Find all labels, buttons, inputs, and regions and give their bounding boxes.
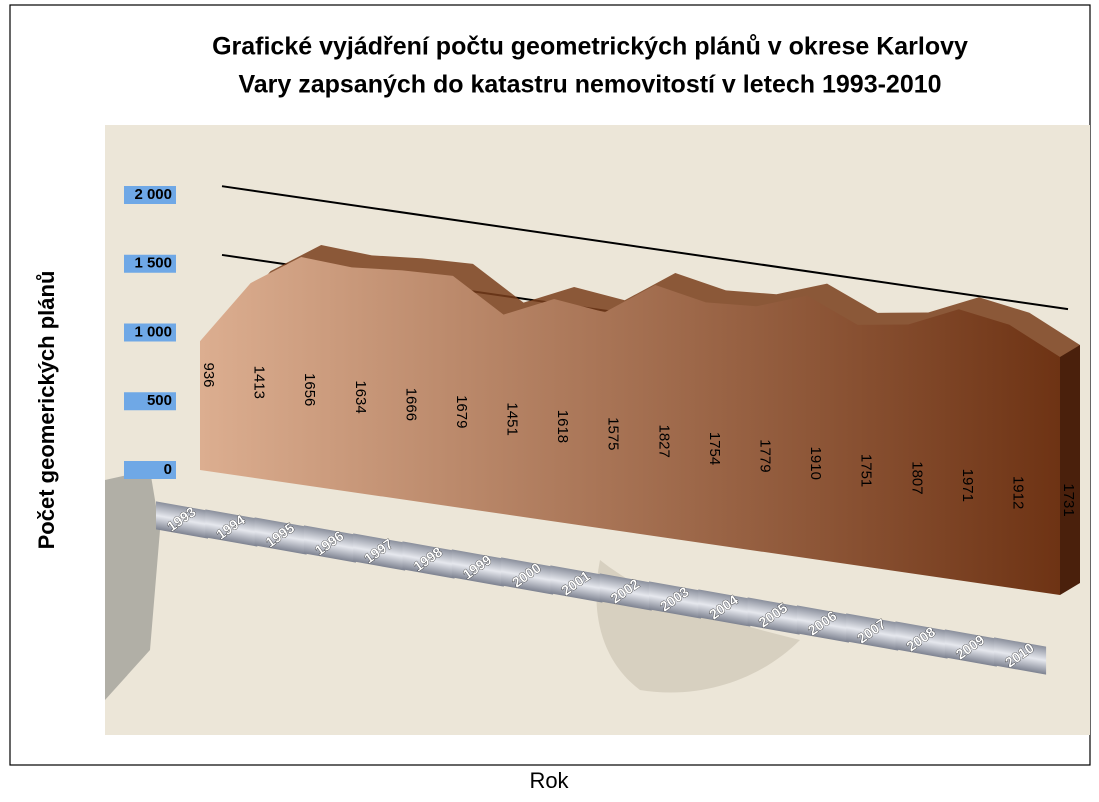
area-side [1060,345,1080,595]
data-label: 1634 [352,380,369,413]
chart-title: Vary zapsaných do katastru nemovitostí v… [238,71,941,99]
data-label: 1910 [807,447,824,480]
data-label: 1656 [301,373,318,406]
data-label: 1971 [959,469,976,502]
data-label: 936 [200,362,217,387]
y-axis-label: Počet geomerických plánů [34,271,59,550]
data-label: 1807 [908,461,925,494]
x-axis-label: Rok [529,768,569,793]
data-label: 1827 [655,424,672,457]
data-label: 1731 [1060,483,1077,516]
data-label: 1779 [757,439,774,472]
y-tick-label: 1 000 [134,323,172,340]
data-label: 1754 [706,432,723,465]
chart: Grafické vyjádření počtu geometrických p… [0,0,1099,802]
data-label: 1618 [554,410,571,443]
y-tick-label: 0 [164,461,172,478]
data-label: 1451 [504,402,521,435]
y-tick-label: 1 500 [134,255,172,272]
data-label: 1575 [605,417,622,450]
data-label: 1413 [251,366,268,399]
data-label: 1666 [402,388,419,421]
data-label: 1751 [858,454,875,487]
y-tick-label: 2 000 [134,186,172,203]
y-tick-label: 500 [147,392,172,409]
data-label: 1679 [453,395,470,428]
data-label: 1912 [1009,476,1026,509]
chart-title: Grafické vyjádření počtu geometrických p… [212,33,968,61]
